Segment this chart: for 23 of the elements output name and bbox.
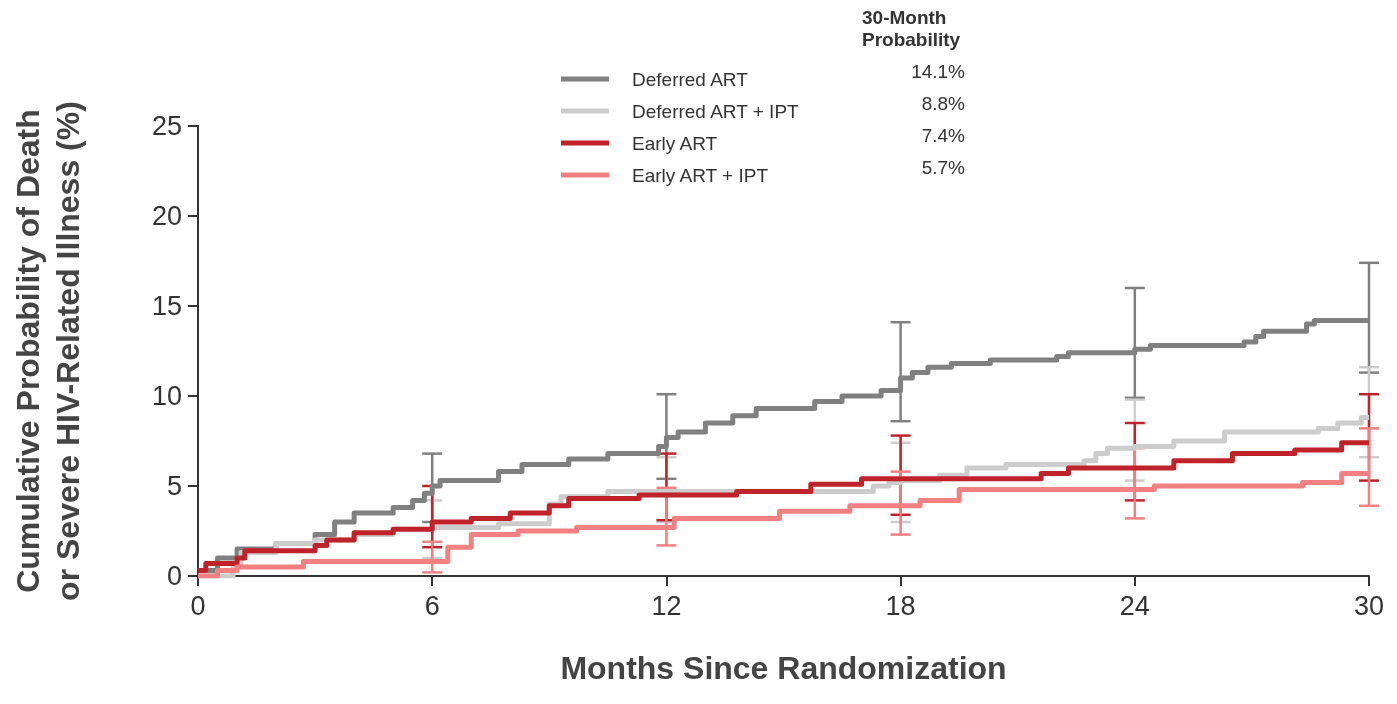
y-axis-title: Cumulative Probability of Death or Severe HIV-Related Illness (%) bbox=[10, 101, 86, 601]
x-tick-label: 18 bbox=[885, 590, 916, 621]
text: 14.1% bbox=[911, 61, 966, 82]
y-tick-label: 15 bbox=[151, 291, 182, 321]
legend-label: Early ART bbox=[632, 132, 718, 154]
x-tick-label: 0 bbox=[190, 590, 206, 621]
y-tick-label: 20 bbox=[151, 201, 182, 231]
x-tick-label: 24 bbox=[1119, 590, 1150, 621]
legend-title: 30-Month Probability bbox=[862, 6, 961, 50]
text: 8.8% bbox=[921, 93, 966, 114]
y-tick-label: 10 bbox=[151, 381, 182, 411]
annotation: 5.7% bbox=[921, 157, 966, 178]
y-tick-label: 25 bbox=[151, 111, 182, 141]
x-tick-label: 6 bbox=[424, 590, 440, 621]
legend-label: Deferred ART bbox=[632, 68, 749, 90]
x-axis-title: Months Since Randomization bbox=[560, 650, 1007, 686]
legend-label: Deferred ART + IPT bbox=[632, 100, 800, 122]
annotation: 7.4% bbox=[921, 125, 966, 146]
legend-label: Early ART + IPT bbox=[632, 164, 769, 186]
y-tick-label: 5 bbox=[166, 471, 182, 501]
x-tick-label: 12 bbox=[651, 590, 682, 621]
x-tick-label: 30 bbox=[1353, 590, 1385, 621]
y-tick-label: 0 bbox=[166, 561, 182, 591]
